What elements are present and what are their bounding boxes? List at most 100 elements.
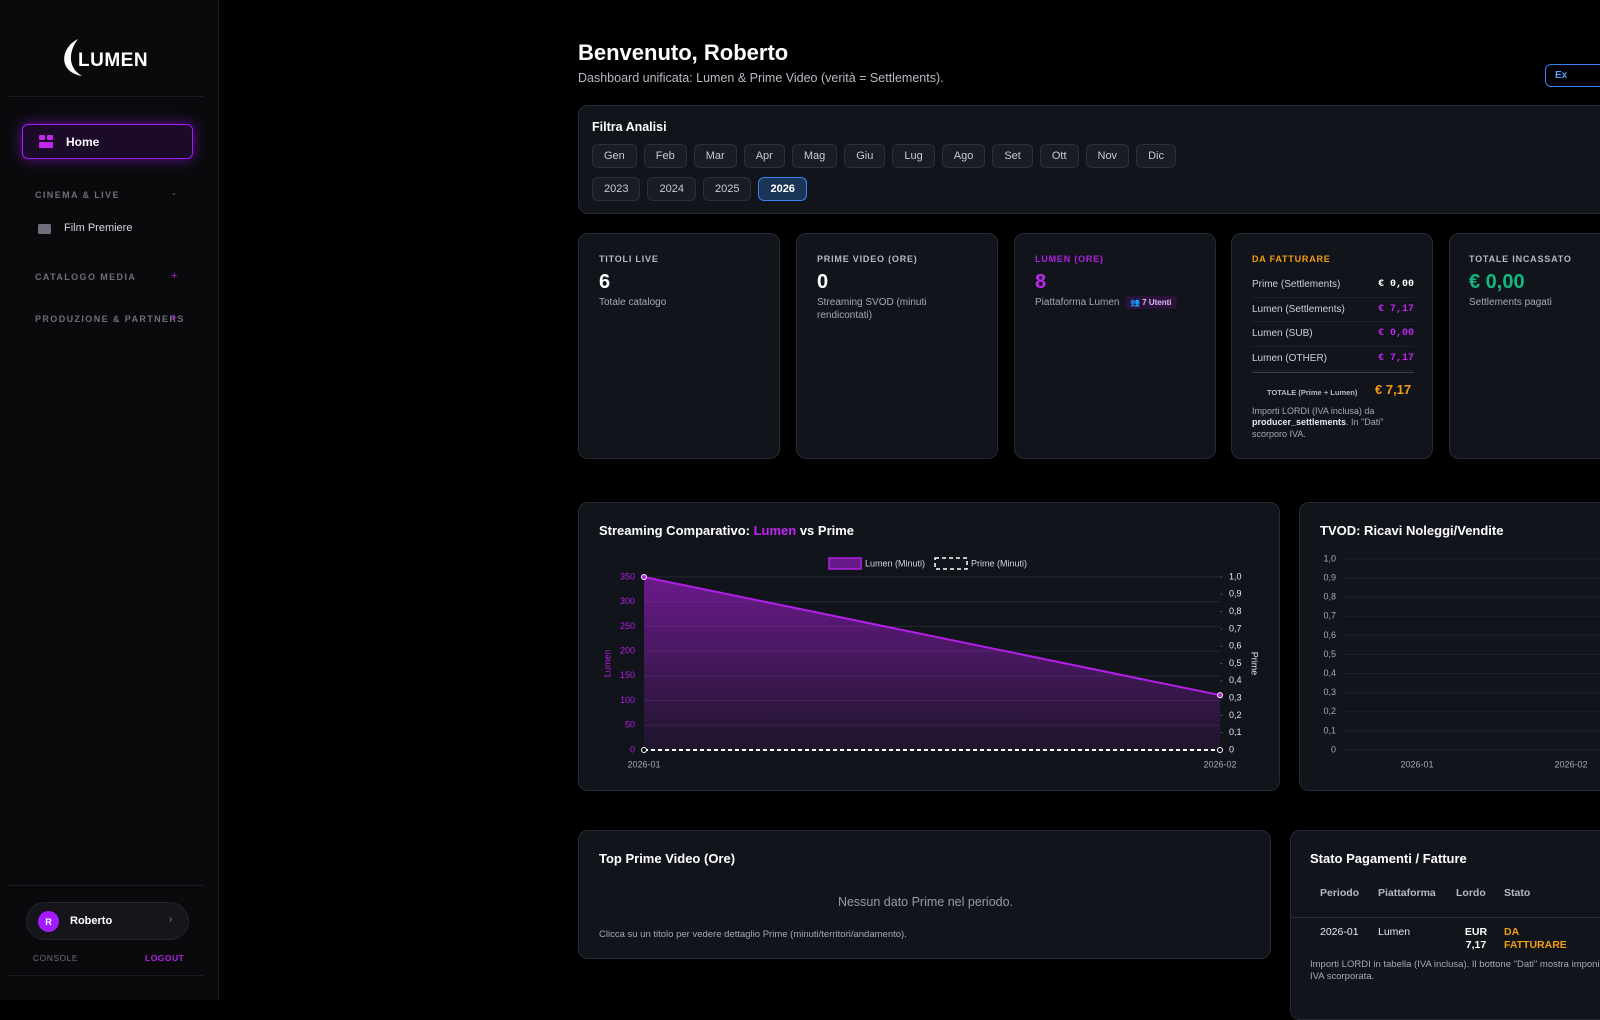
title-highlight: Lumen [753,523,797,538]
export-button[interactable]: Ex [1545,64,1600,87]
section-toggle[interactable]: + [171,270,178,282]
user-chevron: › [169,914,173,925]
section-label[interactable]: PRODUZIONE & PARTNERS [35,314,185,324]
note-code: producer_settlements [1252,417,1347,428]
kpi-label: TOTALE INCASSATO [1469,254,1572,264]
divider [8,975,204,976]
console-link[interactable]: CONSOLE [33,953,79,963]
y2-tick-label: 0 [1229,744,1234,754]
home-icon [39,135,53,148]
y2-tick-label: 0,1 [1229,727,1242,737]
divider [8,885,204,886]
top-prime-card: Top Prime Video (Ore) Nessun dato Prime … [578,830,1271,959]
empty-state: Nessun dato Prime nel periodo. [837,895,1014,909]
billing-row: Prime (Settlements) € 0,00 [1252,273,1414,298]
chart-title: Streaming Comparativo: Lumen vs Prime [599,523,854,538]
note-text: . In "Dati" scorporo IVA. [1252,417,1384,439]
y2-tick-label: 0,3 [1229,692,1242,702]
table-header: Periodo Piattaforma Lordo Stato [1291,887,1600,918]
y-tick-label: 0,8 [1323,592,1336,602]
y-tick-label: 250 [620,621,635,631]
month-chip[interactable]: Nov [1085,144,1130,168]
y-tick-label: 0,1 [1323,725,1336,735]
point[interactable] [641,747,647,753]
line [643,576,1221,697]
column-header: Periodo [1320,887,1360,899]
area [644,577,1220,750]
y2-tick-label: 0,2 [1229,710,1242,720]
page-title: Benvenuto, Roberto [578,40,789,65]
billing-label: Lumen (SUB) [1252,328,1313,340]
kpi-caption: Piattaforma Lumen [1035,297,1120,308]
month-chip[interactable]: Gen [592,144,637,168]
section-label[interactable]: CINEMA & LIVE [35,190,120,200]
month-chip[interactable]: Apr [743,144,785,168]
nav-film-premiere[interactable]: Film Premiere [64,222,133,234]
x-tick-label: 2026-02 [1554,759,1587,769]
month-chip[interactable]: Lug [892,144,935,168]
table-cell: 2026-01 [1320,926,1359,938]
section-toggle[interactable]: - [172,188,176,200]
month-chip[interactable]: Mag [791,144,838,168]
y-tick-label: 0,2 [1323,706,1336,716]
y-tick-label: 200 [620,646,635,656]
billing-row: Lumen (OTHER) € 7,17 [1252,347,1414,371]
point[interactable] [1217,692,1223,699]
card-title: Top Prime Video (Ore) [599,851,736,866]
kpi-label: PRIME VIDEO (ORE) [817,254,918,264]
legend-swatch [934,557,968,570]
kpi-card: TITOLI LIVE 6 Totale catalogo [578,233,780,459]
month-chip[interactable]: Feb [643,144,687,168]
streaming-card: Streaming Comparativo: Lumen vs Prime 0 5… [578,502,1280,791]
section-label[interactable]: CATALOGO MEDIA [35,272,137,282]
kpi-value: € 0,00 [1469,271,1525,293]
month-chip[interactable]: Ott [1039,144,1079,168]
y-tick-label: 0,3 [1323,687,1336,697]
year-chip[interactable]: 2026 [758,177,807,201]
month-chip[interactable]: Giu [844,144,886,168]
point[interactable] [641,574,647,580]
x-tick-label: 2026-01 [627,759,660,769]
y-tick-label: 300 [620,596,635,606]
logo-swoosh [64,39,82,76]
kpi-label: DA FATTURARE [1252,254,1331,264]
y2-axis-label: Prime [1250,652,1260,676]
y2-tick-label: 0,8 [1229,606,1242,616]
legend-label[interactable]: Lumen (Minuti) [865,558,925,568]
kpi-label: TITOLI LIVE [599,254,659,264]
billing-row: Lumen (SUB) € 0,00 [1252,322,1414,347]
table-row: 2026-01 Lumen EUR 7,17 DA FATTURARE [1291,918,1600,958]
month-chip[interactable]: Set [992,144,1033,168]
year-chip[interactable]: 2025 [702,177,752,201]
user-card[interactable]: R Roberto › [26,902,189,940]
sidebar: LUMEN Home CINEMA & LIVE - Film Premiere… [0,0,219,1000]
kpi-value: 8 [1035,271,1047,293]
filter-title: Filtra Analisi [592,120,667,134]
column-header: Lordo [1456,887,1486,899]
y-axis-label: Lumen [602,650,612,678]
y-tick-label: 100 [620,695,635,705]
month-chip[interactable]: Mar [693,144,737,168]
note-text: Importi LORDI (IVA inclusa) da [1252,406,1375,416]
title-text: vs Prime [796,523,855,538]
column-header: Stato [1504,887,1531,899]
month-chip[interactable]: Ago [941,144,986,168]
nav-home[interactable]: Home [22,124,193,159]
hint: Clicca su un titolo per vedere dettaglio… [599,929,907,940]
year-chip[interactable]: 2024 [647,177,696,201]
avatar: R [38,911,59,932]
y-tick-label: 150 [620,670,635,680]
billing-label: Lumen (Settlements) [1252,303,1345,315]
billing-amount: € 0,00 [1377,328,1414,340]
section-toggle[interactable]: + [171,312,178,324]
month-chip[interactable]: Dic [1136,144,1176,168]
x-tick-label: 2026-01 [1400,759,1433,769]
logout-link[interactable]: LOGOUT [145,953,185,963]
legend-label[interactable]: Prime (Minuti) [971,558,1027,568]
chart-title: TVOD: Ricavi Noleggi/Vendite [1320,523,1504,538]
billing-amount: € 7,17 [1377,352,1414,364]
year-chip[interactable]: 2023 [592,177,641,201]
point[interactable] [1217,747,1223,753]
divider [8,96,204,97]
